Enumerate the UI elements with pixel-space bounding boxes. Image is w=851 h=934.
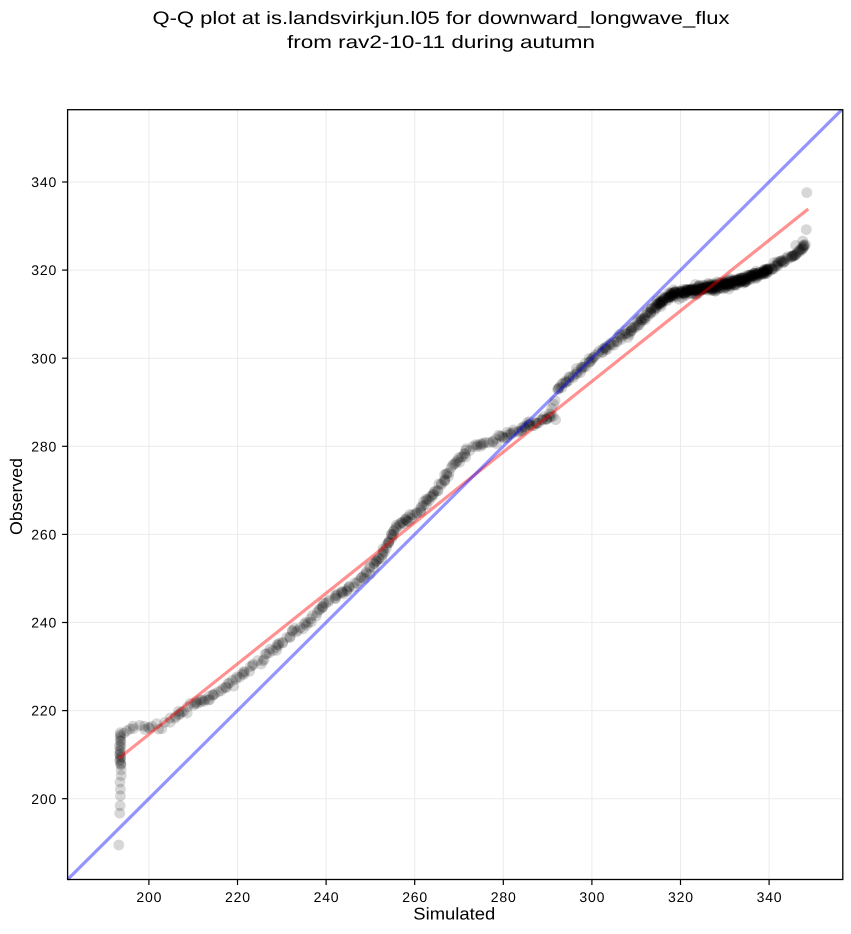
svg-text:240: 240 bbox=[31, 615, 56, 631]
svg-text:280: 280 bbox=[31, 438, 56, 454]
svg-text:Observed: Observed bbox=[7, 458, 26, 535]
svg-text:320: 320 bbox=[31, 262, 56, 278]
svg-text:280: 280 bbox=[491, 889, 516, 905]
svg-text:from rav2-10-11 during autumn: from rav2-10-11 during autumn bbox=[287, 32, 595, 52]
svg-text:260: 260 bbox=[402, 889, 427, 905]
svg-text:200: 200 bbox=[31, 791, 56, 807]
svg-text:200: 200 bbox=[136, 889, 161, 905]
svg-text:320: 320 bbox=[668, 889, 693, 905]
svg-text:220: 220 bbox=[225, 889, 250, 905]
svg-text:340: 340 bbox=[31, 174, 56, 190]
svg-text:340: 340 bbox=[757, 889, 782, 905]
svg-text:300: 300 bbox=[31, 350, 56, 366]
svg-text:220: 220 bbox=[31, 703, 56, 719]
svg-text:240: 240 bbox=[314, 889, 339, 905]
svg-text:Simulated: Simulated bbox=[413, 904, 495, 923]
svg-text:300: 300 bbox=[579, 889, 604, 905]
svg-text:Q-Q plot at is.landsvirkjun.l0: Q-Q plot at is.landsvirkjun.l05 for down… bbox=[153, 8, 730, 28]
svg-text:260: 260 bbox=[31, 527, 56, 543]
